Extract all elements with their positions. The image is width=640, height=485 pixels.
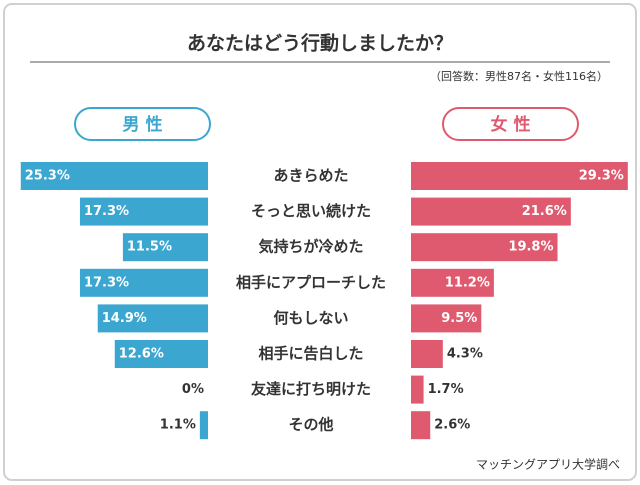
bar-female	[411, 268, 494, 297]
bar-female	[411, 375, 424, 404]
bar-female	[411, 340, 443, 368]
category-label: あきらめた	[273, 167, 348, 185]
bar-female	[411, 411, 431, 440]
bar-female	[411, 304, 482, 333]
value-label: 0%	[182, 382, 204, 397]
value-label: 1.1%	[160, 418, 196, 433]
value-label: 11.2%	[445, 275, 490, 290]
value-label: 14.9%	[102, 311, 147, 326]
bar-female	[411, 197, 571, 226]
value-label: 9.5%	[441, 311, 477, 326]
legend-pill	[442, 107, 579, 141]
source: マッチングアプリ大学調べ	[476, 457, 620, 472]
subtitle: （回答数：男性87名・女性116名）	[430, 69, 608, 83]
value-label: 25.3%	[25, 169, 70, 184]
category-label: 友達に打ち明けた	[251, 380, 371, 398]
bar-male	[79, 268, 208, 297]
value-label: 4.3%	[447, 347, 483, 362]
category-label: そっと思い続けた	[251, 202, 371, 220]
value-label: 29.3%	[579, 169, 624, 184]
bar-male	[20, 162, 209, 190]
bar-male	[97, 304, 208, 333]
bar-male	[114, 340, 208, 368]
legend-label: 女 性	[491, 114, 531, 135]
category-label: 相手に告白した	[258, 345, 363, 363]
category-label: 気持ちが冷めた	[258, 238, 363, 256]
legend-label: 男 性	[123, 114, 163, 135]
bar-male	[122, 233, 208, 262]
value-label: 21.6%	[522, 204, 567, 219]
value-label: 17.3%	[84, 275, 129, 290]
bar-female	[411, 233, 558, 262]
value-label: 19.8%	[508, 240, 553, 255]
category-label: 何もしない	[273, 309, 348, 327]
chart-title: あなたはどう行動しましたか？	[187, 32, 453, 55]
bar-female	[411, 162, 628, 190]
category-label: 相手にアプローチした	[236, 273, 386, 291]
legend-pill	[74, 107, 211, 141]
value-label: 11.5%	[127, 240, 172, 255]
bar-male	[79, 197, 208, 226]
value-label: 12.6%	[119, 347, 164, 362]
bar-male	[199, 411, 208, 440]
value-label: 1.7%	[428, 382, 464, 397]
value-label: 17.3%	[84, 204, 129, 219]
value-label: 2.6%	[434, 418, 470, 433]
category-label: その他	[288, 416, 333, 434]
